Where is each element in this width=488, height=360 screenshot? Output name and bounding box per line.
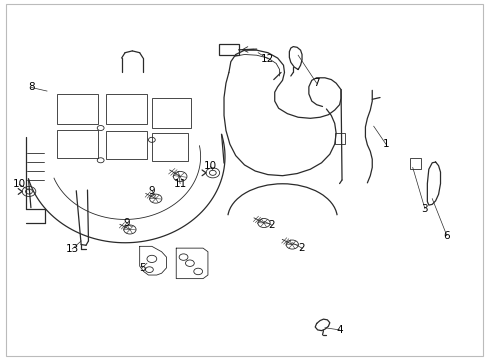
Text: 2: 2 xyxy=(298,243,305,253)
Text: 9: 9 xyxy=(123,218,129,228)
Text: 10: 10 xyxy=(13,179,26,189)
Text: 4: 4 xyxy=(336,325,342,335)
Text: 2: 2 xyxy=(267,220,274,230)
Text: 1: 1 xyxy=(382,139,388,149)
Text: 12: 12 xyxy=(261,54,274,64)
Text: 5: 5 xyxy=(139,263,145,273)
Text: 6: 6 xyxy=(443,231,449,240)
Text: 11: 11 xyxy=(173,179,186,189)
Text: 13: 13 xyxy=(65,244,79,254)
Text: 10: 10 xyxy=(203,161,217,171)
Text: 8: 8 xyxy=(28,82,35,93)
Text: 7: 7 xyxy=(313,78,319,88)
Text: 3: 3 xyxy=(421,204,427,214)
Text: 9: 9 xyxy=(148,186,155,196)
